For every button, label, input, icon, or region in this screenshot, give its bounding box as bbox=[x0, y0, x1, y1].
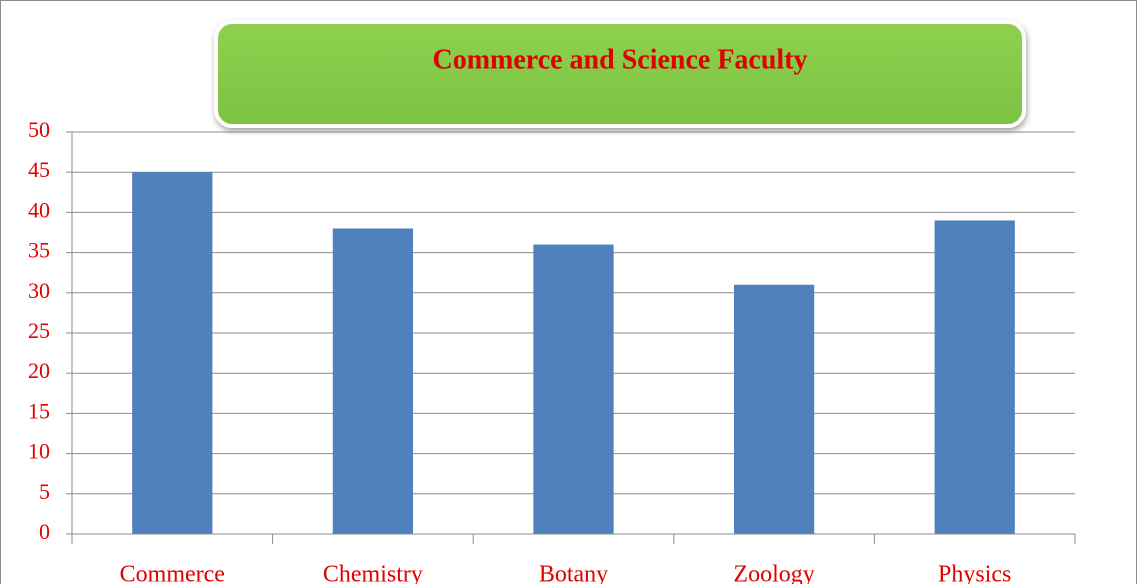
y-tick-label: 25 bbox=[28, 318, 50, 343]
y-tick-label: 50 bbox=[28, 117, 50, 142]
y-tick-label: 5 bbox=[39, 479, 50, 504]
y-tick-label: 30 bbox=[28, 278, 50, 303]
bar bbox=[332, 228, 414, 535]
y-tick-label: 10 bbox=[28, 439, 50, 464]
y-tick-label: 45 bbox=[28, 157, 50, 182]
plot: 0 5 10 15 20 25 30 35 40 45 50 Commerce Chemistry Bot… bbox=[28, 117, 1076, 584]
x-tick-label: Zoology bbox=[733, 562, 814, 584]
chart-title: Commerce and Science Faculty bbox=[432, 44, 807, 75]
x-tick-label: Physics bbox=[938, 562, 1011, 584]
bar bbox=[533, 244, 614, 534]
bar bbox=[132, 172, 213, 534]
y-tick-label: 20 bbox=[28, 358, 50, 383]
x-tick-label: Commerce bbox=[120, 562, 225, 584]
y-tick-label: 0 bbox=[39, 519, 50, 544]
title-box bbox=[214, 20, 1026, 128]
y-tick-label: 35 bbox=[28, 238, 50, 263]
bar bbox=[934, 220, 1015, 534]
y-tick-label: 15 bbox=[28, 398, 50, 423]
x-tick-label: Chemistry bbox=[323, 562, 423, 584]
y-tick-label: 40 bbox=[28, 197, 50, 222]
x-tick-label: Botany bbox=[539, 562, 608, 584]
bar bbox=[733, 284, 815, 534]
